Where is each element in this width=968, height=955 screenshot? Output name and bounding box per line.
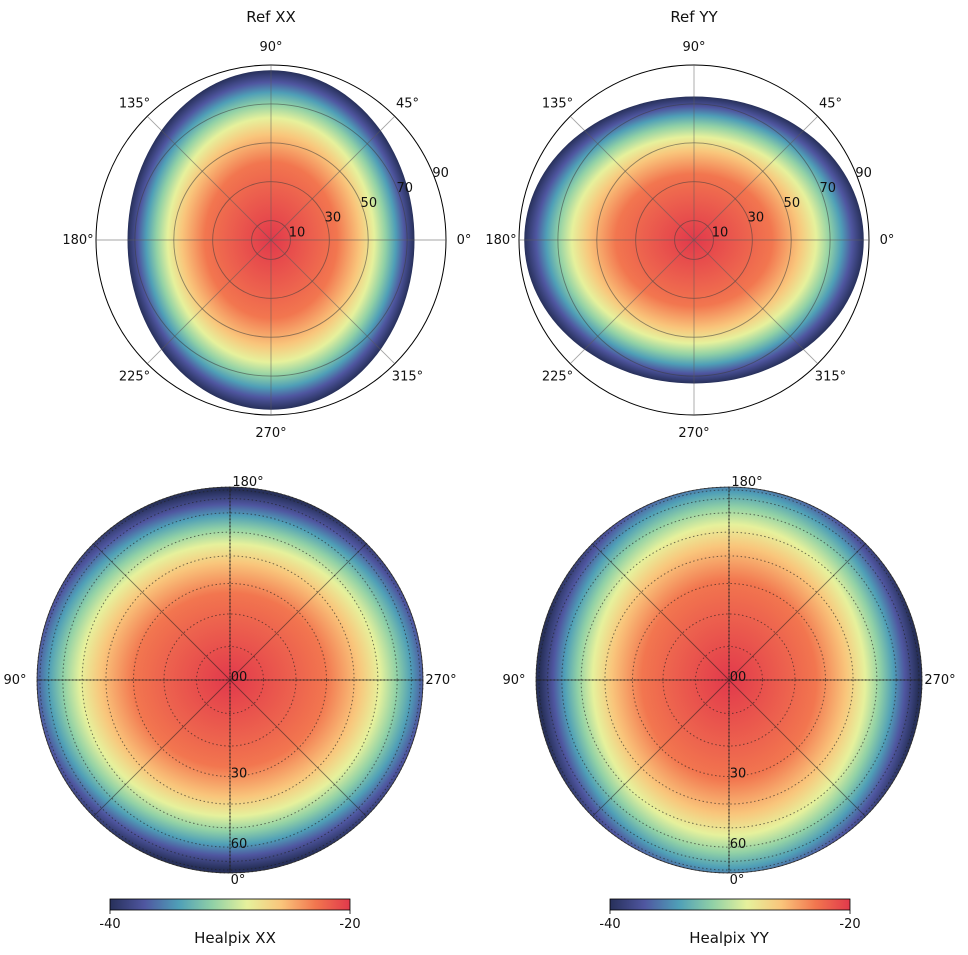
angular-grid-line [270, 239, 396, 365]
meridian-line [728, 679, 866, 817]
angle-tick-label: 135° [119, 97, 150, 112]
meridian-label: 270° [924, 673, 955, 688]
radial-tick-label: 30 [748, 211, 765, 226]
panel-title: Ref XX [246, 8, 296, 26]
colorbar-bar [109, 898, 351, 911]
meridian-label: 0° [231, 873, 246, 888]
meridian-line [93, 679, 231, 817]
angle-tick-label: 180° [62, 233, 93, 248]
radial-tick-label: 50 [361, 196, 378, 211]
colorbar-tick-label: -40 [99, 917, 120, 932]
colorbar-tick-label: -20 [339, 917, 360, 932]
meridian-label: 0° [730, 873, 745, 888]
angle-tick-label: 90° [682, 40, 705, 55]
angular-grid-line [693, 239, 819, 365]
parallel-label: 00 [730, 670, 747, 685]
angle-tick-label: 90° [259, 40, 282, 55]
angular-grid-line [270, 115, 396, 241]
parallel-label: 00 [231, 670, 248, 685]
angle-tick-label: 135° [542, 97, 573, 112]
panel-title: Ref YY [670, 8, 718, 26]
colorbar-label: Healpix YY [689, 929, 769, 947]
panel-healpix-xx: 180° 90° 270° 0° 00 30 60 -40 -20 Healpix XX [3, 475, 456, 947]
meridian-line [229, 679, 367, 817]
angle-tick-label: 315° [815, 369, 846, 384]
colorbar-tick-label: -40 [599, 917, 620, 932]
radial-tick-label: 70 [819, 181, 836, 196]
radial-tick-label: 90 [432, 166, 449, 181]
meridian-line [592, 543, 730, 681]
meridian-label: 90° [3, 673, 26, 688]
angular-grid-line [146, 239, 272, 365]
angle-tick-label: 45° [819, 97, 842, 112]
meridian-label: 180° [232, 475, 263, 490]
angle-tick-label: 0° [457, 233, 472, 248]
radial-tick-label: 10 [289, 226, 306, 241]
parallel-label: 30 [730, 767, 747, 782]
colorbar-bar [609, 898, 851, 911]
panel-ref-yy: Ref YY 0° 45° 90° 135° 180° 225° 270° 315° 10 30 5… [485, 8, 894, 441]
parallel-label: 60 [231, 837, 248, 852]
meridian-line [728, 543, 866, 681]
panel-healpix-yy: 180° 90° 270° 0° 00 30 60 -40 -20 Healpix YY [502, 475, 955, 947]
angular-grid-line [146, 115, 272, 241]
radial-tick-label: 10 [712, 226, 729, 241]
angle-tick-label: 225° [542, 369, 573, 384]
colorbar-tick-label: -20 [839, 917, 860, 932]
angular-grid-line [569, 115, 695, 241]
angle-tick-label: 270° [678, 426, 709, 441]
angle-tick-label: 270° [255, 426, 286, 441]
meridian-line [229, 543, 367, 681]
meridian-label: 180° [731, 475, 762, 490]
meridian-label: 90° [502, 673, 525, 688]
angle-tick-label: 315° [392, 369, 423, 384]
meridian-line [93, 543, 231, 681]
meridian-label: 270° [425, 673, 456, 688]
angle-tick-label: 0° [880, 233, 895, 248]
radial-tick-label: 30 [325, 211, 342, 226]
angular-grid-line [693, 115, 819, 241]
angle-tick-label: 180° [485, 233, 516, 248]
panel-ref-xx: Ref XX 0° 45° 90° 135° 180° 225° 270° 315° 10 30 5… [62, 8, 471, 441]
angle-tick-label: 225° [119, 369, 150, 384]
parallel-label: 60 [730, 837, 747, 852]
meridian-line [592, 679, 730, 817]
radial-tick-label: 90 [855, 166, 872, 181]
radial-tick-label: 70 [396, 181, 413, 196]
radial-tick-label: 50 [784, 196, 801, 211]
angle-tick-label: 45° [396, 97, 419, 112]
parallel-label: 30 [231, 767, 248, 782]
angular-grid-line [569, 239, 695, 365]
colorbar-label: Healpix XX [194, 929, 276, 947]
